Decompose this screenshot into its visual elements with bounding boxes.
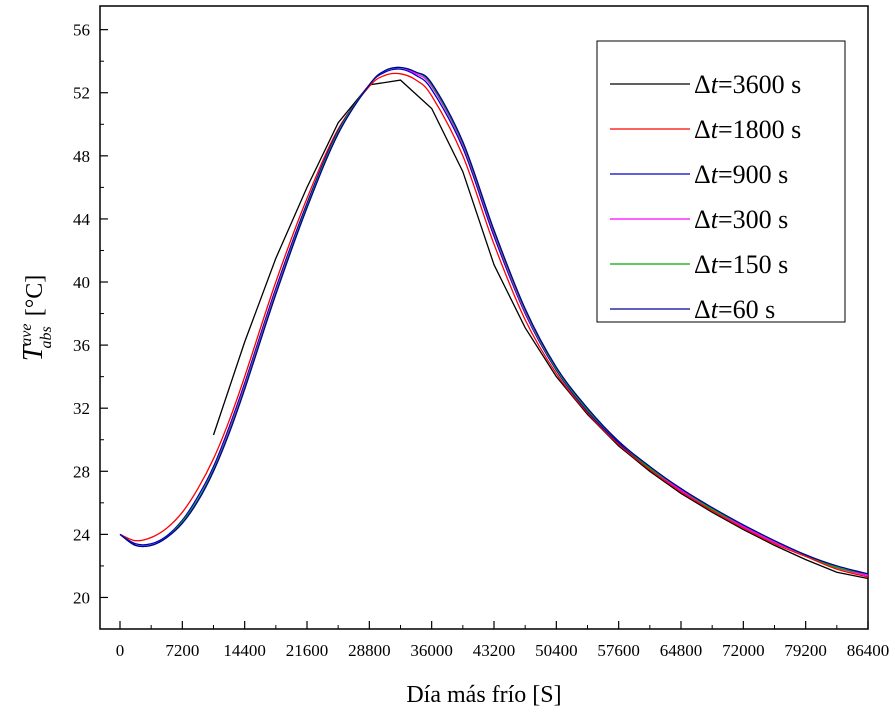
- legend-entry: Δt=150 s: [694, 250, 788, 279]
- y-tick-label: 40: [73, 273, 90, 292]
- axis-labels: Día más frío [S] Tave abs[°C]: [18, 275, 562, 708]
- legend-entry: Δt=300 s: [694, 205, 788, 234]
- y-tick-label: 44: [73, 210, 91, 229]
- x-tick-label: 50400: [535, 641, 578, 660]
- y-axis-title: Tave abs[°C]: [18, 275, 55, 362]
- x-tick-label: 7200: [165, 641, 199, 660]
- y-tick-label: 28: [73, 462, 90, 481]
- legend-entry: Δt=3600 s: [694, 70, 801, 99]
- x-tick-label: 14400: [223, 641, 266, 660]
- legend: Δt=3600 s Δt=1800 s Δt=900 s Δt=300 s Δt=150…: [596, 40, 846, 324]
- x-tick-label: 21600: [286, 641, 329, 660]
- plot-frame: [99, 5, 869, 630]
- axis-ticks: 0 7200 14400 21600 28800 36000 43200 50400 57600…: [73, 21, 889, 660]
- y-tick-label: 56: [73, 21, 90, 40]
- x-tick-label: 28800: [348, 641, 391, 660]
- x-tick-label: 57600: [597, 641, 640, 660]
- x-tick-label: 64800: [660, 641, 703, 660]
- y-tick-label: 48: [73, 147, 90, 166]
- legend-entry: Δt=60 s: [694, 295, 775, 324]
- series-line-1: [212, 79, 869, 580]
- legend-entry: Δt=900 s: [694, 160, 788, 189]
- x-tick-label: 43200: [473, 641, 516, 660]
- legend-box: [596, 40, 846, 323]
- y-tick-label: 36: [73, 336, 90, 355]
- x-axis-title: Día más frío [S]: [406, 682, 561, 708]
- x-tick-label: 86400: [847, 641, 890, 660]
- x-tick-label: 36000: [410, 641, 453, 660]
- x-tick-label: 72000: [722, 641, 765, 660]
- series-line-2: [119, 72, 869, 578]
- legend-entry: Δt=1800 s: [694, 115, 801, 144]
- x-tick-label: 79200: [784, 641, 827, 660]
- y-tick-label: 20: [73, 588, 90, 607]
- plot-border: [99, 5, 869, 630]
- series-line-6: [119, 66, 869, 575]
- x-tick-label: 0: [116, 641, 125, 660]
- y-tick-label: 52: [73, 84, 90, 103]
- series-lines: [119, 66, 869, 580]
- y-tick-label: 24: [73, 525, 91, 544]
- y-tick-label: 32: [73, 399, 90, 418]
